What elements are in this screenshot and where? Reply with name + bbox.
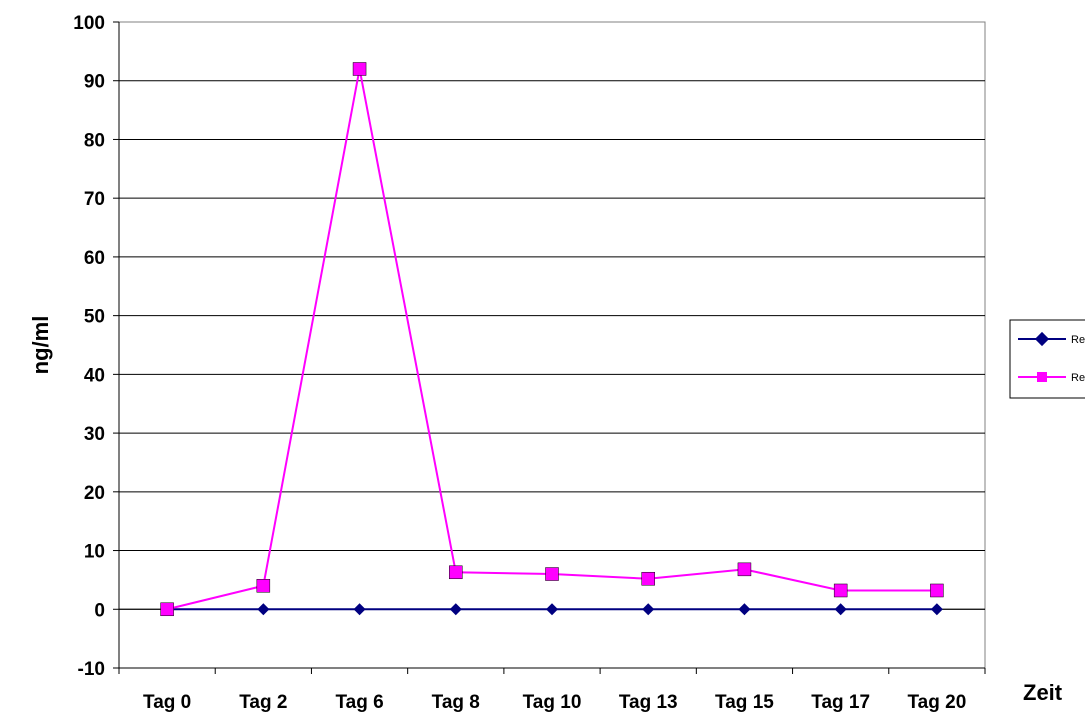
data-point — [449, 603, 462, 616]
legend-label-series-2: Re — [1071, 372, 1085, 384]
plot-area — [118, 21, 986, 669]
legend-marker-series-2 — [1037, 372, 1047, 382]
data-point — [737, 562, 752, 577]
legend: Re Re — [1009, 319, 1085, 399]
data-point — [930, 603, 943, 616]
data-point — [352, 62, 367, 76]
y-axis-title: ng/ml — [28, 316, 53, 375]
legend-box — [1009, 319, 1085, 399]
y-tick-label: 90 — [84, 72, 105, 93]
y-tick-label: 10 — [84, 542, 105, 563]
y-tick-label: 40 — [84, 365, 105, 386]
x-tick-label: Tag 6 — [335, 692, 383, 713]
series — [160, 62, 944, 617]
y-tick-label: 60 — [84, 248, 105, 269]
data-point — [642, 603, 655, 616]
x-axis-title: Zeit — [1023, 680, 1063, 705]
data-point — [256, 579, 271, 593]
data-point — [641, 571, 655, 586]
x-tick-label: Tag 0 — [143, 692, 191, 713]
data-point — [930, 583, 944, 598]
y-tick-labels: -10 0 10 20 30 40 50 60 70 80 90 100 — [73, 13, 105, 680]
y-tick-label: 80 — [84, 130, 105, 151]
x-tick-label: Tag 2 — [239, 692, 287, 713]
data-point — [833, 583, 848, 598]
x-tick-label: Tag 13 — [619, 692, 678, 713]
x-tick-label: Tag 10 — [523, 692, 582, 713]
data-point — [834, 603, 847, 616]
x-tick-label: Tag 15 — [715, 692, 774, 713]
data-point — [353, 603, 366, 616]
y-tick-label: 50 — [84, 307, 105, 328]
legend-label-series-1: Re — [1071, 334, 1085, 346]
y-tick-label: 0 — [94, 600, 105, 621]
y-tick-label: 70 — [84, 189, 105, 210]
data-point — [160, 602, 174, 617]
data-point — [257, 603, 270, 616]
x-tick-labels: Tag 0 Tag 2 Tag 6 Tag 8 Tag 10 Tag 13 Tag 15 Ta… — [143, 692, 966, 713]
data-point — [545, 567, 559, 581]
data-point — [738, 603, 751, 616]
legend-marker-series-1 — [1034, 331, 1050, 347]
y-tick-label: 20 — [84, 483, 105, 504]
data-point — [449, 565, 463, 580]
x-tick-label: Tag 17 — [811, 692, 870, 713]
x-tick-label: Tag 8 — [432, 692, 480, 713]
series-2 — [160, 62, 944, 617]
y-tick-label: -10 — [78, 659, 105, 680]
y-tick-label: 30 — [84, 424, 105, 445]
y-tick-label: 100 — [73, 13, 105, 34]
data-point — [546, 603, 558, 616]
x-tick-label: Tag 20 — [907, 692, 966, 713]
